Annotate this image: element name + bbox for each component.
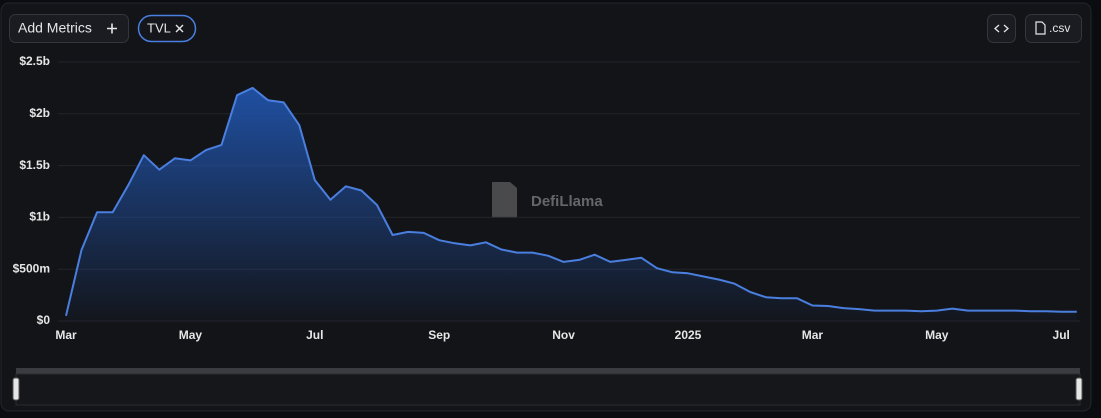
add-metrics-button[interactable]: Add Metrics <box>9 14 129 43</box>
x-tick-label: May <box>925 328 949 342</box>
x-tick-label: May <box>179 328 203 342</box>
remove-icon[interactable] <box>175 24 184 33</box>
csv-button[interactable]: .csv <box>1025 14 1082 43</box>
plus-icon <box>107 23 117 34</box>
range-slider[interactable] <box>12 368 1083 406</box>
x-tick-label: Mar <box>55 328 77 342</box>
x-tick-label: 2025 <box>675 328 702 342</box>
watermark-text: DefiLlama <box>531 193 603 210</box>
area-line <box>65 86 1077 317</box>
x-tick-label: Nov <box>552 328 575 342</box>
y-tick-label: $0 <box>37 313 51 327</box>
y-tick-label: $2b <box>29 106 50 120</box>
y-tick-label: $500m <box>13 261 50 275</box>
x-tick-label: Sep <box>428 328 450 342</box>
metric-label: TVL <box>147 20 171 35</box>
y-tick-label: $1b <box>29 210 50 224</box>
area-fill <box>66 87 1077 322</box>
add-metrics-label: Add Metrics <box>18 20 92 36</box>
metric-pill[interactable]: TVL <box>137 14 197 43</box>
x-tick-label: Mar <box>802 328 824 342</box>
y-tick-label: $2.5b <box>19 54 50 68</box>
csv-label: .csv <box>1049 21 1070 35</box>
y-tick-label: $1.5b <box>19 158 50 172</box>
x-tick-label: Jul <box>1053 328 1070 342</box>
x-tick-label: Jul <box>306 328 323 342</box>
embed-button[interactable] <box>987 14 1016 43</box>
watermark: DefiLlama <box>492 182 603 218</box>
